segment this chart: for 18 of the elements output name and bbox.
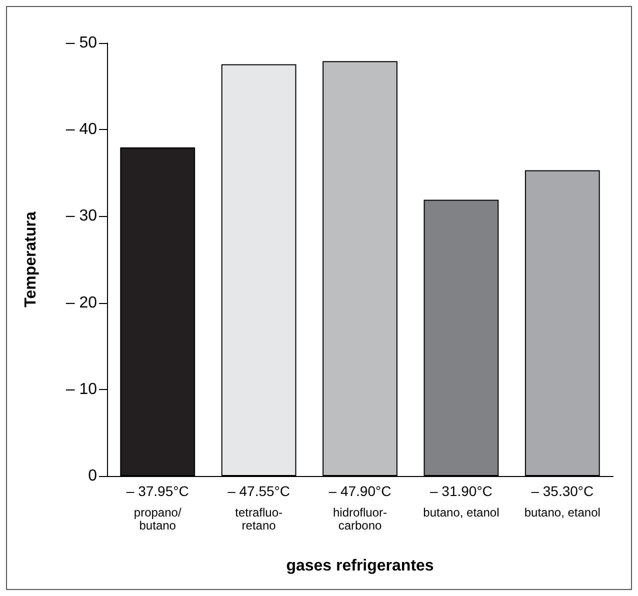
data-label: – 31.90°C — [430, 483, 492, 499]
x-tick-label: propano/ butano — [134, 506, 182, 532]
x-tick-label: tetrafluo- retano — [235, 506, 282, 532]
y-tick-label: – 40 — [66, 121, 98, 138]
data-label: – 47.90°C — [328, 483, 392, 499]
data-label: – 35.30°C — [531, 483, 594, 499]
data-label: – 37.95°C — [126, 483, 189, 499]
x-tick-label: butano, etanol — [524, 506, 600, 520]
y-tick-label: 0 — [88, 468, 98, 484]
x-axis-title: gases refrigerantes — [286, 558, 434, 574]
y-axis-title: Temperatura — [22, 212, 40, 308]
y-tick-label: – 10 — [66, 380, 98, 398]
x-tick-label: butano, etanol — [423, 506, 500, 520]
y-tick-label: – 30 — [66, 208, 98, 225]
y-tick-label: – 50 — [66, 34, 98, 52]
data-label: – 47.55°C — [228, 483, 290, 499]
x-tick-label: hidrofluor- carbono — [332, 506, 388, 532]
y-tick-label: – 20 — [66, 294, 98, 312]
